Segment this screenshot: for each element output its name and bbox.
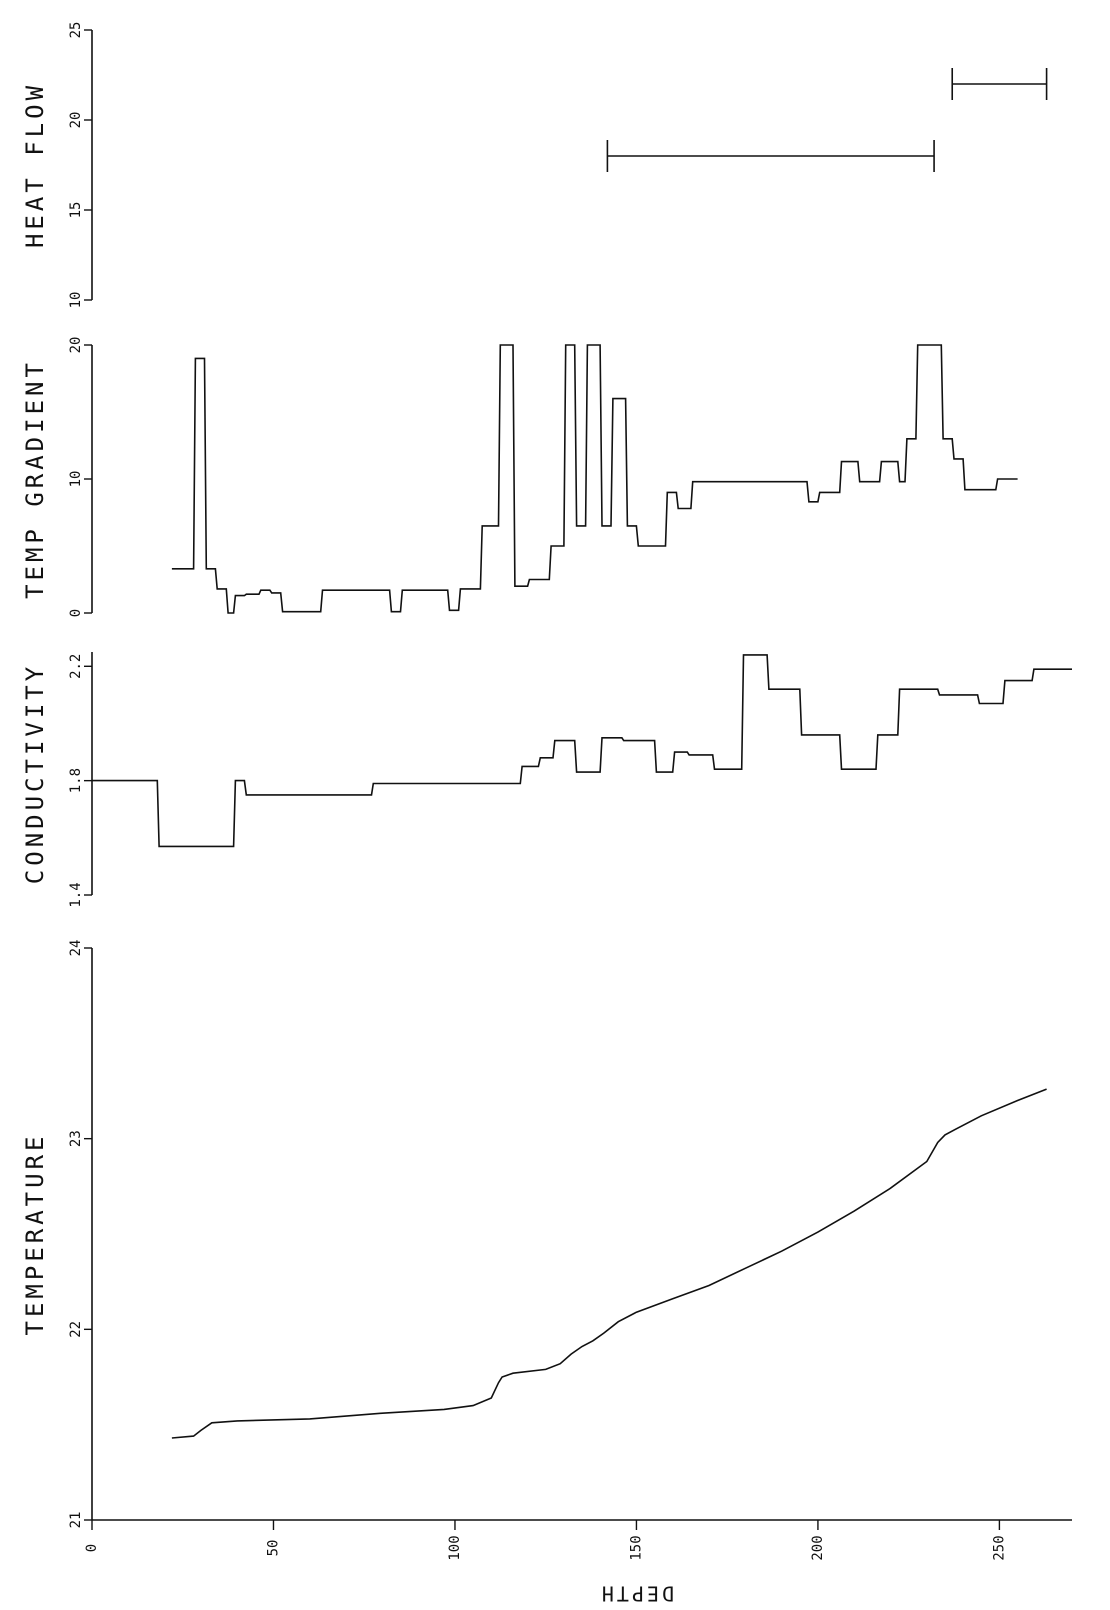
temperature-tick-label: 22 <box>68 1321 84 1338</box>
temp-gradient-tick-label: 0 <box>68 609 84 617</box>
conductivity-trace <box>92 654 1072 848</box>
depth-axis-title: DEPTH <box>599 1582 674 1606</box>
heat-flow-tick-label: 10 <box>68 292 84 309</box>
heat-flow-tick-label: 25 <box>68 22 84 39</box>
heat-flow-tick-label: 15 <box>68 202 84 219</box>
temperature-tick-label: 23 <box>68 1130 84 1147</box>
temp-gradient-trace <box>171 344 1018 614</box>
temperature-tick-label: 21 <box>68 1512 84 1529</box>
depth-tick-label: 100 <box>447 1535 463 1560</box>
depth-tick-label: 50 <box>265 1540 281 1557</box>
conductivity-title: CONDUCTIVITY <box>21 663 49 884</box>
chart-axes <box>84 29 1072 1530</box>
chart-marks <box>92 68 1072 1439</box>
temperature-title: TEMPERATURE <box>21 1133 49 1336</box>
depth-tick-label: 150 <box>628 1535 644 1560</box>
conductivity-tick-label: 1.4 <box>68 882 84 907</box>
heat-flow-title: HEAT FLOW <box>21 82 49 248</box>
conductivity-tick-label: 1.8 <box>68 768 84 793</box>
conductivity-tick-label: 2.2 <box>68 654 84 679</box>
temperature-tick-label: 24 <box>68 940 84 957</box>
temp-gradient-title: TEMP GRADIENT <box>21 359 49 599</box>
chart-labels: 0 50 100 150 200 250 DEPTH 10 15 20 25 HEAT FLOW 0 10… <box>21 22 1007 1606</box>
heat-flow-tick-label: 20 <box>68 112 84 129</box>
depth-tick-label: 250 <box>991 1535 1007 1560</box>
temperature-trace <box>171 1088 1047 1439</box>
temp-gradient-tick-label: 20 <box>68 337 84 354</box>
depth-tick-label: 200 <box>810 1535 826 1560</box>
depth-tick-label: 0 <box>84 1544 100 1552</box>
temp-gradient-tick-label: 10 <box>68 471 84 488</box>
